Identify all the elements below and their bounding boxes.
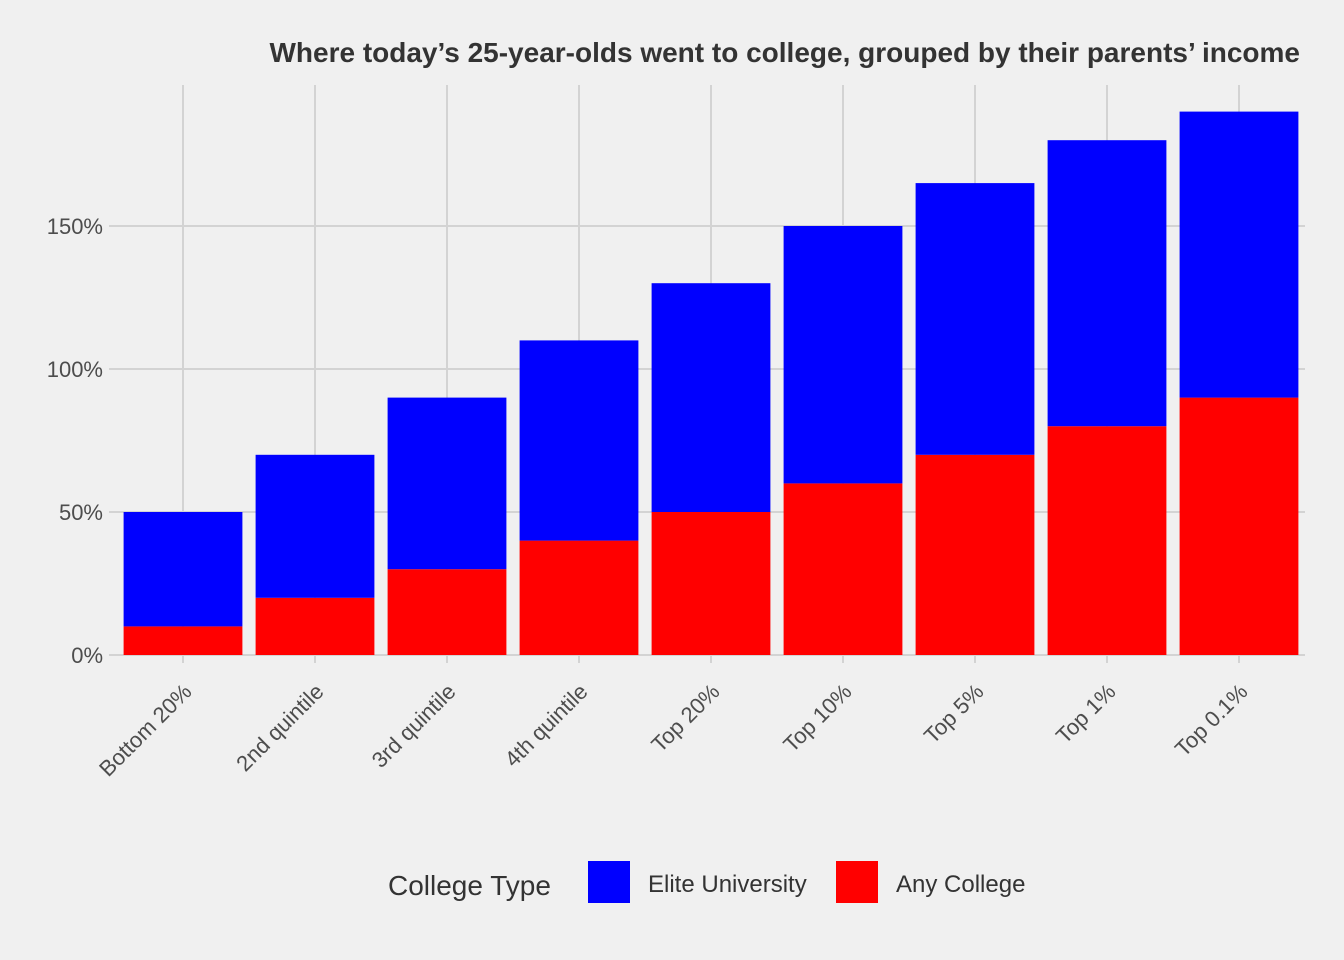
chart-title: Where today’s 25-year-olds went to colle… (269, 37, 1300, 68)
bar-elite-university (123, 512, 243, 627)
bar-any-college (387, 569, 507, 655)
y-tick-label: 150% (47, 214, 103, 239)
bar-elite-university (387, 397, 507, 570)
y-tick-label: 0% (71, 643, 103, 668)
bar-elite-university (783, 226, 903, 484)
x-tick-label: 4th quintile (500, 679, 593, 772)
bar-elite-university (255, 454, 375, 598)
x-tick-label: Top 1% (1051, 679, 1121, 749)
bar-any-college (255, 597, 375, 655)
bar-any-college (915, 454, 1035, 655)
bar-any-college (123, 626, 243, 655)
x-tick-label: Top 0.1% (1170, 679, 1253, 762)
x-axis: Bottom 20% 2nd quintile 3rd quintile 4th qu… (94, 655, 1253, 781)
legend-key-any-college (836, 861, 878, 903)
legend-label-any-college: Any College (896, 871, 1025, 898)
y-tick-label: 100% (47, 357, 103, 382)
y-tick-label: 50% (59, 500, 103, 525)
bar-elite-university (915, 183, 1035, 455)
x-tick-label: Top 20% (646, 679, 724, 757)
legend-title: College Type (388, 870, 551, 901)
bar-elite-university (519, 340, 639, 541)
x-tick-label: 3rd quintile (367, 679, 461, 773)
bar-any-college (1047, 426, 1167, 655)
legend: College Type Elite University Any College (388, 861, 1025, 903)
legend-key-elite-university (588, 861, 630, 903)
bar-any-college (651, 512, 771, 655)
x-tick-label: Top 10% (778, 679, 856, 757)
bar-elite-university (1047, 140, 1167, 427)
bar-elite-university (651, 283, 771, 512)
y-axis: 0% 50% 100% 150% (47, 214, 117, 668)
bar-any-college (783, 483, 903, 655)
bar-elite-university (1179, 111, 1299, 398)
bar-any-college (1179, 397, 1299, 655)
x-tick-label: 2nd quintile (231, 679, 328, 776)
x-tick-label: Top 5% (919, 679, 989, 749)
legend-label-elite-university: Elite University (648, 871, 807, 898)
bars (123, 111, 1299, 655)
x-tick-label: Bottom 20% (94, 679, 196, 781)
bar-any-college (519, 540, 639, 655)
